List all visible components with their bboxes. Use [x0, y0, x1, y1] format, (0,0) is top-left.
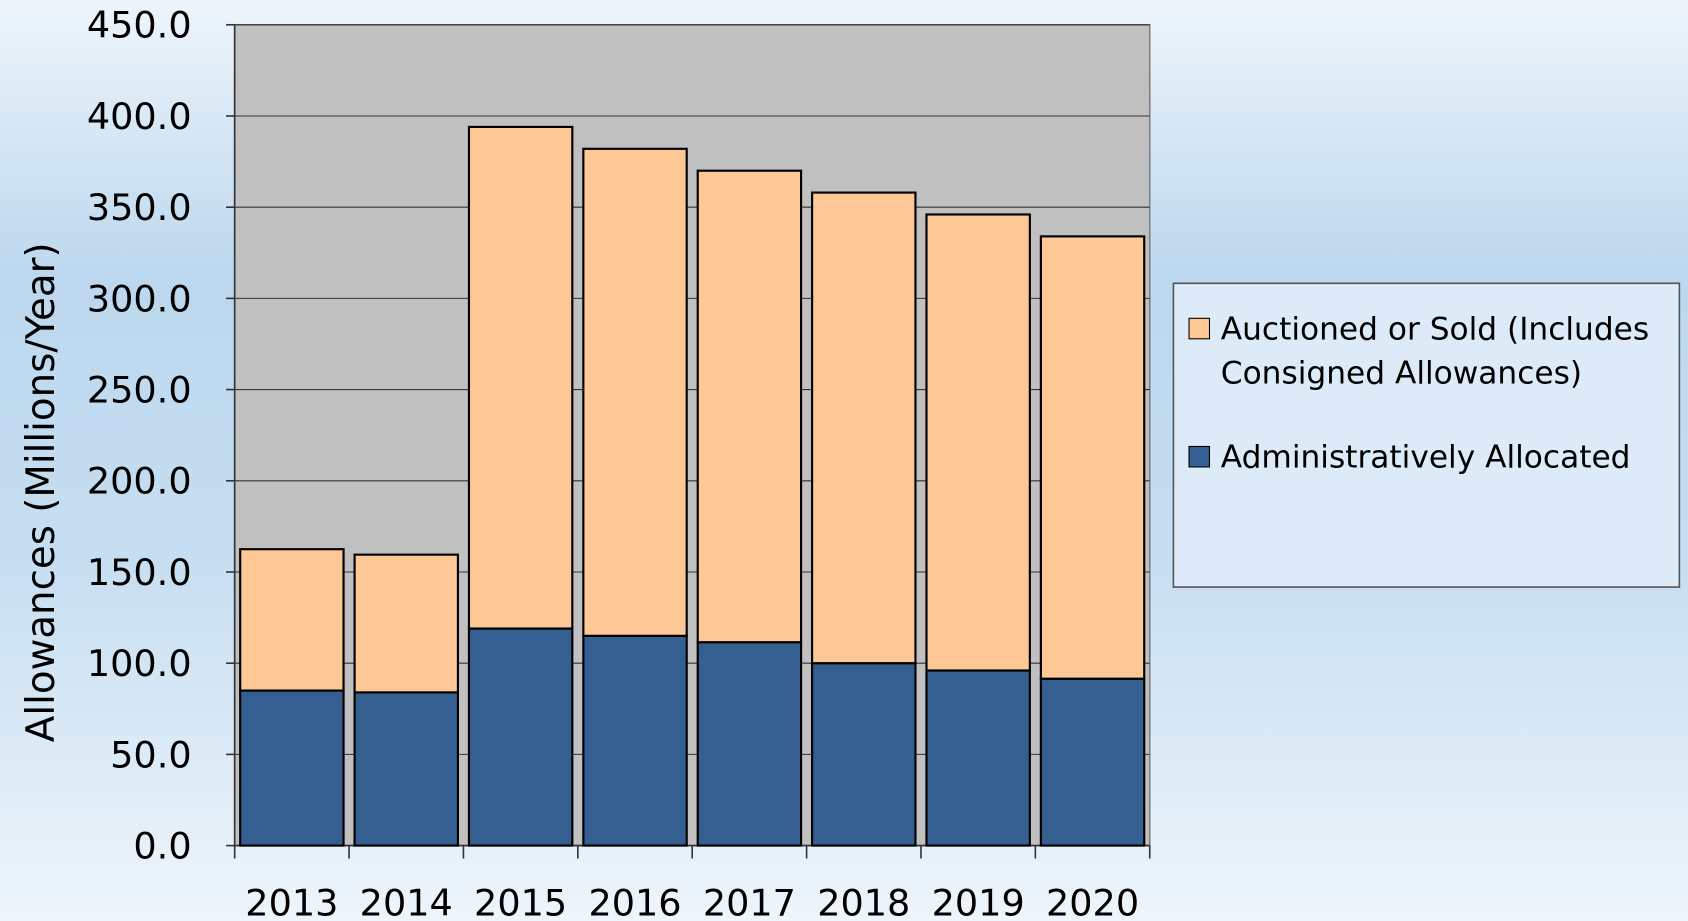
x-tick-label: 2014 — [360, 882, 453, 921]
x-tick-label: 2013 — [245, 882, 338, 921]
legend-label: Auctioned or Sold (Includes Consigned Al… — [1220, 310, 1650, 391]
y-tick-label: 450.0 — [87, 4, 192, 47]
y-tick-label: 50.0 — [110, 733, 191, 776]
x-tick-label: 2016 — [588, 882, 681, 921]
y-axis-title: Allowances (Millions/Year) — [19, 242, 64, 742]
y-tick-label: 350.0 — [87, 186, 192, 229]
legend-item: Administratively Allocated — [1184, 435, 1674, 479]
y-tick-label: 150.0 — [87, 551, 192, 594]
y-tick-label: 300.0 — [87, 277, 192, 320]
bar-segment — [925, 669, 1031, 847]
bar-segment — [696, 641, 803, 847]
legend-item: Auctioned or Sold (Includes Consigned Al… — [1184, 307, 1674, 394]
bar-segment — [696, 169, 803, 644]
legend-swatch — [1188, 446, 1211, 468]
x-tick-label: 2019 — [932, 882, 1025, 921]
bar-segment — [925, 213, 1031, 672]
legend-items: Auctioned or Sold (Includes Consigned Al… — [1184, 307, 1674, 479]
y-tick-label: 100.0 — [87, 642, 192, 685]
legend-frame — [1172, 282, 1681, 588]
bar-segment — [811, 191, 917, 665]
bar-segment — [353, 691, 460, 847]
x-tick-label: 2015 — [474, 882, 567, 921]
bar-segment — [467, 125, 574, 630]
bar-segment — [239, 548, 345, 692]
x-tick-label: 2017 — [703, 882, 796, 921]
y-tick-label: 400.0 — [87, 95, 192, 138]
y-tick-label: 200.0 — [87, 460, 192, 503]
legend: Auctioned or Sold (Includes Consigned Al… — [1184, 307, 1674, 479]
y-tick-label: 250.0 — [87, 369, 192, 412]
bar-segment — [582, 147, 688, 637]
bar-segment — [239, 689, 345, 847]
legend-swatch — [1188, 317, 1211, 340]
bar-segment — [1039, 677, 1146, 847]
x-tick-label: 2018 — [817, 882, 910, 921]
y-tick-label: 0.0 — [133, 825, 191, 868]
bar-segment — [467, 627, 574, 847]
bar-segment — [811, 662, 917, 847]
bar-segment — [353, 553, 460, 694]
bar-segment — [582, 634, 688, 847]
legend-label: Administratively Allocated — [1220, 438, 1631, 476]
bar-segment — [1039, 235, 1146, 680]
x-tick-label: 2020 — [1046, 882, 1139, 921]
